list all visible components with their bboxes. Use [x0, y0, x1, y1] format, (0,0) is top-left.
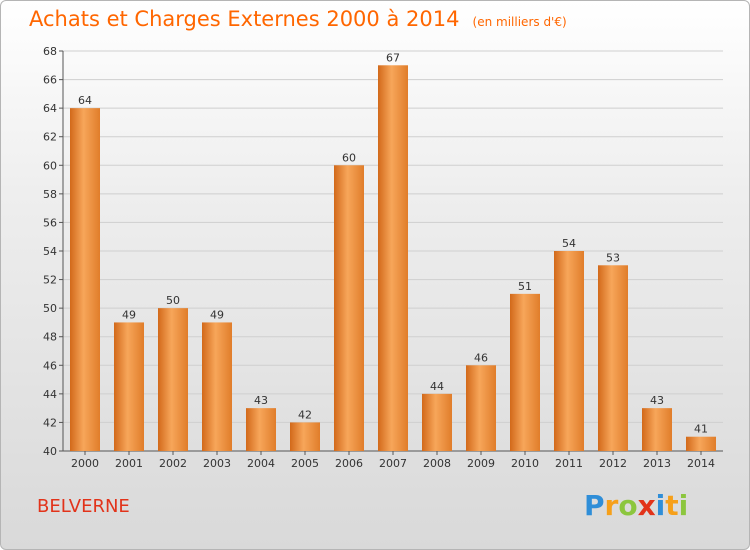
bar-value-label: 43 — [254, 394, 268, 407]
x-tick-label: 2010 — [511, 457, 539, 470]
bar — [114, 322, 144, 451]
x-tick-label: 2005 — [291, 457, 319, 470]
x-tick-label: 2014 — [687, 457, 715, 470]
unit-label: (en milliers d'€) — [472, 15, 567, 29]
bar — [642, 408, 672, 451]
bar — [598, 265, 628, 451]
bar-value-label: 42 — [298, 408, 312, 421]
bar-value-label: 60 — [342, 151, 356, 164]
x-tick-label: 2001 — [115, 457, 143, 470]
y-tick-label: 44 — [43, 388, 57, 401]
bar — [290, 422, 320, 451]
bar — [334, 165, 364, 452]
bar-value-label: 50 — [166, 294, 180, 307]
y-tick-label: 58 — [43, 188, 57, 201]
x-tick-label: 2003 — [203, 457, 231, 470]
bar — [70, 108, 100, 452]
bar — [466, 365, 496, 451]
y-tick-label: 66 — [43, 74, 57, 87]
bars — [70, 65, 716, 452]
bar-value-label: 53 — [606, 251, 620, 264]
bar-value-label: 51 — [518, 280, 532, 293]
y-tick-label: 40 — [43, 445, 57, 458]
x-tick-label: 2009 — [467, 457, 495, 470]
title-text: Achats et Charges Externes 2000 à 2014 — [29, 7, 460, 31]
x-tick-label: 2006 — [335, 457, 363, 470]
bar-value-label: 43 — [650, 394, 664, 407]
y-tick-label: 42 — [43, 416, 57, 429]
y-tick-label: 54 — [43, 245, 57, 258]
labels: 40 42 44 46 48 50 52 54 56 58 60 62 64 66 68 64 2000 49 20… — [43, 45, 715, 470]
bar — [554, 251, 584, 451]
y-tick-label: 62 — [43, 131, 57, 144]
y-tick-label: 48 — [43, 331, 57, 344]
logo-letter: o — [618, 489, 638, 522]
y-tick-label: 56 — [43, 216, 57, 229]
bar-value-label: 54 — [562, 237, 576, 250]
y-tick-label: 50 — [43, 302, 57, 315]
bar — [202, 322, 232, 451]
y-tick-label: 52 — [43, 274, 57, 287]
y-tick-label: 60 — [43, 159, 57, 172]
location-label: BELVERNE — [37, 496, 130, 517]
bar — [378, 65, 408, 452]
logo-letter: x — [637, 489, 656, 522]
y-tick-label: 64 — [43, 102, 57, 115]
proxiti-logo[interactable]: Proxiti — [584, 489, 688, 522]
x-tick-label: 2004 — [247, 457, 275, 470]
x-tick-label: 2012 — [599, 457, 627, 470]
bar-value-label: 67 — [386, 51, 400, 64]
y-tick-label: 68 — [43, 45, 57, 58]
bar-value-label: 49 — [122, 308, 136, 321]
chart-title: Achats et Charges Externes 2000 à 2014 (… — [29, 7, 567, 31]
bar-value-label: 49 — [210, 308, 224, 321]
logo-letter: t — [665, 489, 679, 522]
x-tick-label: 2002 — [159, 457, 187, 470]
logo-letter: i — [655, 489, 666, 522]
bar-value-label: 41 — [694, 423, 708, 436]
x-tick-label: 2011 — [555, 457, 583, 470]
bar — [510, 293, 540, 451]
bar — [158, 308, 188, 451]
bar-value-label: 46 — [474, 351, 488, 364]
logo-letter: i — [678, 489, 689, 522]
bar-value-label: 64 — [78, 94, 92, 107]
bar — [246, 408, 276, 451]
y-tick-label: 46 — [43, 359, 57, 372]
x-tick-label: 2000 — [71, 457, 99, 470]
x-tick-label: 2008 — [423, 457, 451, 470]
x-tick-label: 2007 — [379, 457, 407, 470]
x-tick-label: 2013 — [643, 457, 671, 470]
bar — [422, 393, 452, 451]
bar-value-label: 44 — [430, 380, 444, 393]
logo-letter: r — [604, 489, 619, 522]
bar — [686, 436, 716, 451]
logo-letter: P — [584, 489, 605, 522]
